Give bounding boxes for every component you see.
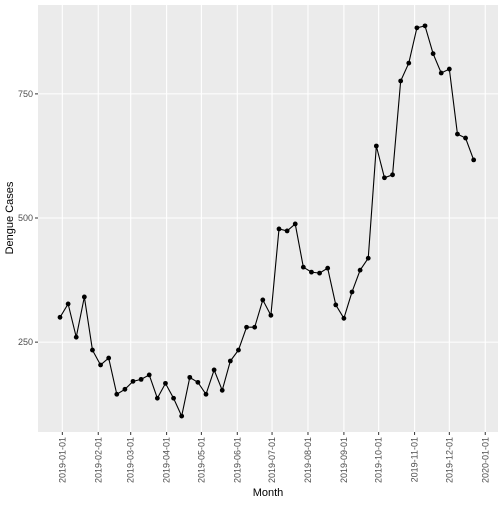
- point: [414, 25, 420, 31]
- x-tick-label: 2019-05-01: [196, 437, 206, 483]
- point: [292, 221, 298, 227]
- point: [65, 301, 71, 307]
- point: [471, 157, 477, 163]
- point: [309, 269, 314, 275]
- y-tick-label: 750: [18, 89, 33, 99]
- grid: [38, 5, 498, 432]
- point: [163, 380, 168, 386]
- point: [382, 175, 387, 181]
- point: [244, 324, 249, 330]
- point: [90, 347, 95, 353]
- point: [195, 379, 201, 385]
- x-tick-label: 2020-01-01: [480, 437, 490, 483]
- point: [317, 270, 322, 276]
- x-tick-label: 2019-12-01: [444, 437, 454, 483]
- point: [325, 265, 331, 271]
- point: [211, 367, 217, 373]
- point: [219, 387, 225, 393]
- x-tick-label: 2019-06-01: [232, 437, 242, 483]
- point: [333, 302, 339, 308]
- point: [357, 267, 363, 273]
- point: [463, 135, 468, 141]
- point: [276, 226, 282, 232]
- point: [300, 264, 306, 270]
- x-tick-label: 2019-01-01: [57, 437, 67, 483]
- x-axis-title: Month: [253, 487, 284, 499]
- point: [390, 172, 395, 178]
- point: [398, 78, 404, 84]
- point: [438, 70, 444, 76]
- point: [406, 60, 412, 66]
- point: [171, 395, 176, 401]
- y-tick-label: 250: [18, 337, 33, 347]
- point: [122, 386, 128, 392]
- point: [446, 66, 452, 72]
- point: [341, 315, 347, 321]
- x-tick-label: 2019-07-01: [267, 437, 277, 483]
- y-tick-label: 500: [18, 213, 33, 223]
- x-tick-label: 2019-11-01: [410, 437, 420, 482]
- point: [73, 334, 79, 340]
- x-tick-label: 2019-02-01: [93, 437, 103, 483]
- point: [236, 347, 241, 353]
- point: [187, 374, 193, 380]
- point: [430, 51, 436, 57]
- point: [365, 255, 371, 261]
- point: [455, 131, 460, 137]
- point: [179, 413, 185, 419]
- point: [268, 312, 274, 318]
- point: [81, 294, 87, 300]
- point: [422, 23, 428, 29]
- y-axis-title: Dengue Cases: [4, 181, 16, 254]
- x-tick-label: 2019-04-01: [162, 437, 172, 483]
- x-tick-label: 2019-10-01: [374, 437, 384, 483]
- point: [227, 358, 233, 364]
- point: [349, 289, 355, 295]
- line: [59, 25, 475, 418]
- point: [203, 391, 209, 397]
- point: [57, 314, 63, 320]
- point: [130, 378, 136, 384]
- point: [284, 228, 290, 234]
- point: [114, 391, 120, 397]
- x-tick-label: 2019-09-01: [339, 437, 349, 483]
- point: [138, 376, 144, 382]
- x-tick-label: 2019-08-01: [303, 437, 313, 483]
- point: [154, 395, 160, 401]
- point: [260, 297, 266, 303]
- point: [146, 372, 152, 378]
- point: [106, 355, 112, 361]
- x-tick-label: 2019-03-01: [126, 437, 136, 483]
- marks: [57, 23, 477, 419]
- point: [373, 143, 379, 149]
- point: [98, 362, 103, 368]
- point: [252, 324, 258, 330]
